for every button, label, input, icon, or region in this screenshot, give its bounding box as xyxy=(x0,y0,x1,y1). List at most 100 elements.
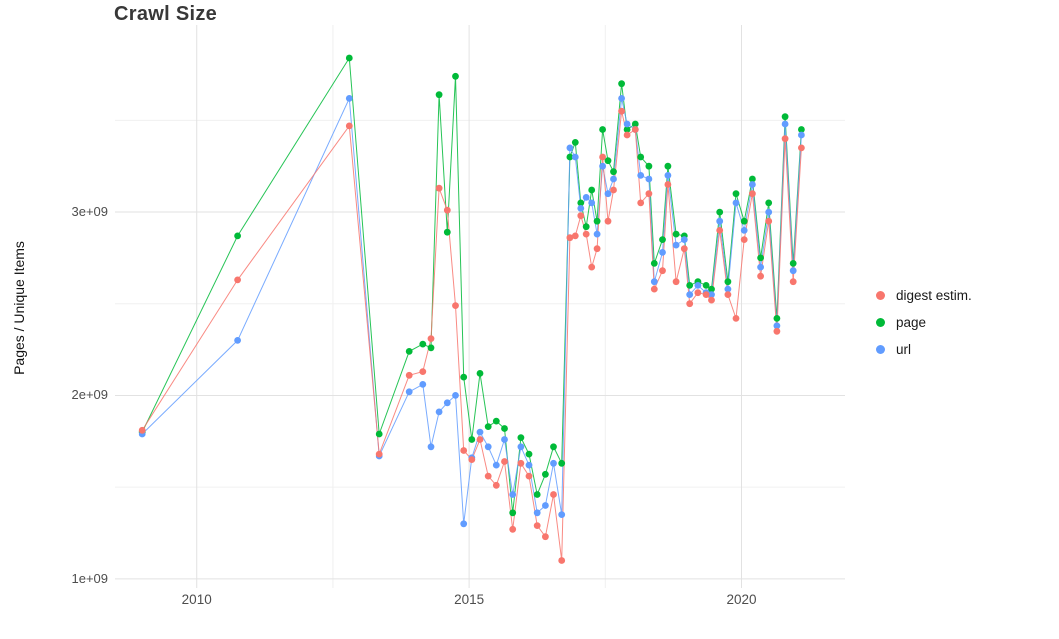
data-point-page xyxy=(566,153,574,161)
data-point-digest-estim- xyxy=(375,450,383,458)
data-point-url xyxy=(740,227,748,234)
data-point-url xyxy=(427,443,435,451)
data-point-page xyxy=(345,54,353,62)
data-point-digest-estim- xyxy=(618,107,625,115)
data-point-url xyxy=(618,95,625,102)
data-point-digest-estim- xyxy=(623,131,631,139)
data-point-digest-estim- xyxy=(517,459,525,467)
legend-key-digest-estim xyxy=(872,287,889,304)
data-point-digest-estim- xyxy=(740,236,748,244)
data-point-url xyxy=(509,491,517,498)
data-point-page xyxy=(443,228,451,236)
data-point-digest-estim- xyxy=(566,234,574,242)
data-point-page xyxy=(740,217,748,225)
data-point-digest-estim- xyxy=(460,447,468,454)
data-point-page xyxy=(593,217,601,225)
data-point-url xyxy=(637,172,645,179)
data-point-url xyxy=(345,95,353,102)
data-point-url xyxy=(694,282,702,289)
page-point-icon xyxy=(876,317,885,327)
data-point-page xyxy=(525,450,533,458)
data-point-digest-estim- xyxy=(672,278,680,286)
data-point-url xyxy=(460,520,468,528)
data-point-page xyxy=(427,344,435,352)
data-point-page xyxy=(686,282,694,289)
data-point-digest-estim- xyxy=(468,456,476,463)
data-point-url xyxy=(765,208,773,216)
data-point-url xyxy=(664,172,672,179)
data-point-digest-estim- xyxy=(577,212,585,220)
data-point-page xyxy=(234,232,242,240)
data-point-digest-estim- xyxy=(525,472,533,480)
data-point-url xyxy=(533,509,541,517)
legend-key-page xyxy=(872,314,889,331)
series-line-page xyxy=(141,56,802,513)
data-point-url xyxy=(650,278,658,286)
data-point-page xyxy=(664,162,672,170)
y-tick-label: 2e+09 xyxy=(71,387,108,403)
data-point-page xyxy=(577,199,585,207)
y-tick-label: 1e+09 xyxy=(71,570,108,586)
data-point-digest-estim- xyxy=(773,327,781,335)
legend-key-url xyxy=(872,341,889,358)
data-point-page xyxy=(765,199,773,207)
data-point-page xyxy=(375,430,383,438)
data-point-page xyxy=(492,417,500,425)
data-point-page xyxy=(484,423,492,430)
legend: digest estim. page url xyxy=(872,286,972,358)
data-point-url xyxy=(501,436,508,443)
data-point-page xyxy=(501,425,508,432)
series-line-digest-estim- xyxy=(141,111,802,561)
data-point-digest-estim- xyxy=(610,186,617,194)
data-point-url xyxy=(588,199,596,207)
data-point-page xyxy=(618,80,625,88)
data-point-page xyxy=(659,236,666,244)
data-point-page xyxy=(542,470,549,478)
data-point-page xyxy=(468,436,476,443)
data-point-url xyxy=(604,190,612,198)
data-point-page xyxy=(757,254,764,262)
data-point-url xyxy=(798,131,805,139)
data-point-page xyxy=(558,459,566,467)
data-point-digest-estim- xyxy=(645,190,653,198)
data-point-digest-estim- xyxy=(749,190,756,198)
data-point-page xyxy=(623,126,631,133)
data-point-url xyxy=(566,144,574,152)
data-point-url xyxy=(659,249,666,256)
data-point-digest-estim- xyxy=(588,263,596,271)
data-point-page xyxy=(610,168,617,176)
data-point-digest-estim- xyxy=(716,227,724,234)
data-point-url xyxy=(492,461,500,469)
data-point-page xyxy=(571,139,579,146)
digest-estim-point-icon xyxy=(876,290,885,300)
legend-label-page: page xyxy=(896,314,927,330)
data-point-page xyxy=(637,153,645,161)
data-point-digest-estim- xyxy=(680,245,688,253)
data-point-url xyxy=(724,285,732,293)
data-point-digest-estim- xyxy=(509,525,517,533)
data-point-digest-estim- xyxy=(419,368,427,375)
data-point-digest-estim- xyxy=(501,458,508,465)
data-point-page xyxy=(435,91,443,99)
data-point-url xyxy=(789,267,797,275)
data-point-digest-estim- xyxy=(708,296,715,304)
data-point-page xyxy=(732,190,740,198)
data-point-url xyxy=(773,322,781,330)
data-point-digest-estim- xyxy=(781,135,789,143)
legend-label-url: url xyxy=(896,341,912,357)
data-point-page xyxy=(781,113,789,121)
data-point-url xyxy=(577,205,585,212)
data-point-url xyxy=(435,408,443,416)
data-point-digest-estim- xyxy=(542,533,549,541)
data-point-digest-estim- xyxy=(694,289,702,297)
data-point-url xyxy=(443,399,451,407)
data-point-page xyxy=(517,434,525,441)
data-point-url xyxy=(419,381,427,388)
data-point-url xyxy=(645,175,653,183)
data-point-digest-estim- xyxy=(582,230,590,238)
data-point-url xyxy=(680,236,688,244)
data-point-digest-estim- xyxy=(476,436,484,443)
data-point-url xyxy=(716,217,724,225)
data-point-url xyxy=(525,461,533,469)
